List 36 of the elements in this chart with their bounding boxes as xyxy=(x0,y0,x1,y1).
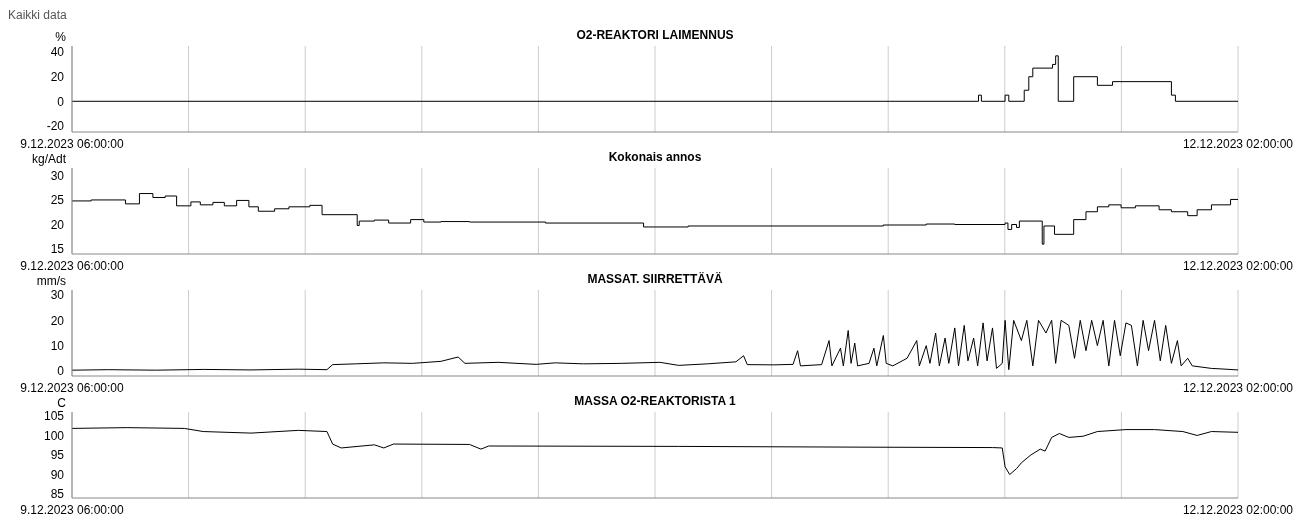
line-series xyxy=(72,319,1238,371)
y-axis-title: C xyxy=(56,396,66,410)
x-tick-label: 12.12.2023 02:00:00 xyxy=(1182,136,1294,151)
y-tick-label: 0 xyxy=(57,364,65,379)
y-tick-label: 95 xyxy=(50,448,65,463)
x-tick-label: 12.12.2023 02:00:00 xyxy=(1182,380,1294,395)
y-tick-label: 20 xyxy=(50,69,65,84)
chart-title: MASSAT. SIIRRETTÄVÄ xyxy=(586,272,724,286)
y-tick-label: 20 xyxy=(50,313,65,328)
y-tick-label: 10 xyxy=(50,338,65,353)
y-tick-label: 0 xyxy=(57,94,65,109)
y-tick-label: 90 xyxy=(50,467,65,482)
y-tick-label: 25 xyxy=(50,193,65,208)
x-tick-label: 12.12.2023 02:00:00 xyxy=(1182,258,1294,273)
y-tick-label: 30 xyxy=(50,168,65,183)
x-tick-label: 9.12.2023 06:00:00 xyxy=(20,502,125,517)
y-tick-label: 15 xyxy=(50,242,65,257)
y-tick-label: 30 xyxy=(50,288,65,303)
x-tick-label: 12.12.2023 02:00:00 xyxy=(1182,502,1294,517)
y-axis-title: % xyxy=(54,30,66,44)
y-tick-label: 20 xyxy=(50,217,65,232)
x-tick-label: 9.12.2023 06:00:00 xyxy=(20,380,125,395)
y-tick-label: 40 xyxy=(50,45,65,60)
text: Kaikki data xyxy=(8,8,68,24)
y-tick-label: 100 xyxy=(43,428,65,443)
y-tick-label: -20 xyxy=(46,119,65,134)
y-axis-title: kg/Adt xyxy=(30,152,66,166)
y-tick-label: 85 xyxy=(50,487,65,502)
y-tick-label: 105 xyxy=(43,409,65,424)
chart-title: O2-REAKTORI LAIMENNUS xyxy=(575,28,735,42)
line-series xyxy=(72,427,1238,476)
chart-title: Kokonais annos xyxy=(607,150,703,164)
chart-title: MASSA O2-REAKTORISTA 1 xyxy=(573,394,737,408)
x-tick-label: 9.12.2023 06:00:00 xyxy=(20,136,125,151)
y-axis-title: mm/s xyxy=(35,274,66,288)
x-tick-label: 9.12.2023 06:00:00 xyxy=(20,258,125,273)
